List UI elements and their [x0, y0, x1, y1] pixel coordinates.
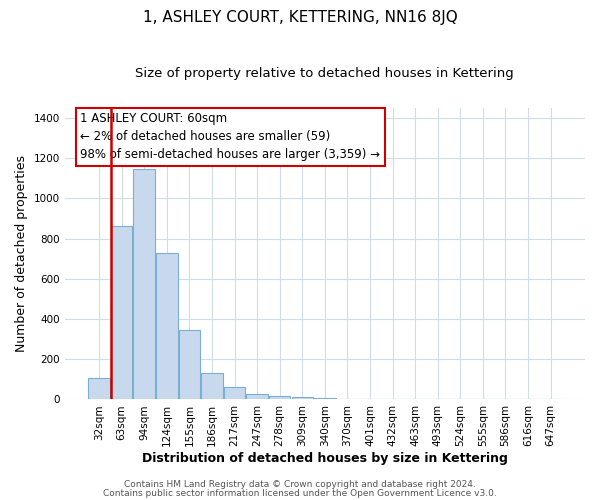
Text: 1, ASHLEY COURT, KETTERING, NN16 8JQ: 1, ASHLEY COURT, KETTERING, NN16 8JQ	[143, 10, 457, 25]
Text: Contains HM Land Registry data © Crown copyright and database right 2024.: Contains HM Land Registry data © Crown c…	[124, 480, 476, 489]
Bar	[201, 374, 223, 400]
Text: Contains public sector information licensed under the Open Government Licence v3: Contains public sector information licen…	[103, 488, 497, 498]
Title: Size of property relative to detached houses in Kettering: Size of property relative to detached ho…	[136, 68, 514, 80]
Text: 1 ASHLEY COURT: 60sqm
← 2% of detached houses are smaller (59)
98% of semi-detac: 1 ASHLEY COURT: 60sqm ← 2% of detached h…	[80, 112, 380, 162]
Bar	[224, 387, 245, 400]
Bar	[156, 253, 178, 400]
Y-axis label: Number of detached properties: Number of detached properties	[15, 156, 28, 352]
Bar	[314, 398, 335, 400]
Bar	[337, 399, 358, 400]
Bar	[269, 396, 290, 400]
Bar	[179, 330, 200, 400]
Bar	[292, 398, 313, 400]
Bar	[247, 394, 268, 400]
X-axis label: Distribution of detached houses by size in Kettering: Distribution of detached houses by size …	[142, 452, 508, 465]
Bar	[133, 170, 155, 400]
Bar	[359, 399, 381, 400]
Bar	[88, 378, 110, 400]
Bar	[111, 226, 133, 400]
